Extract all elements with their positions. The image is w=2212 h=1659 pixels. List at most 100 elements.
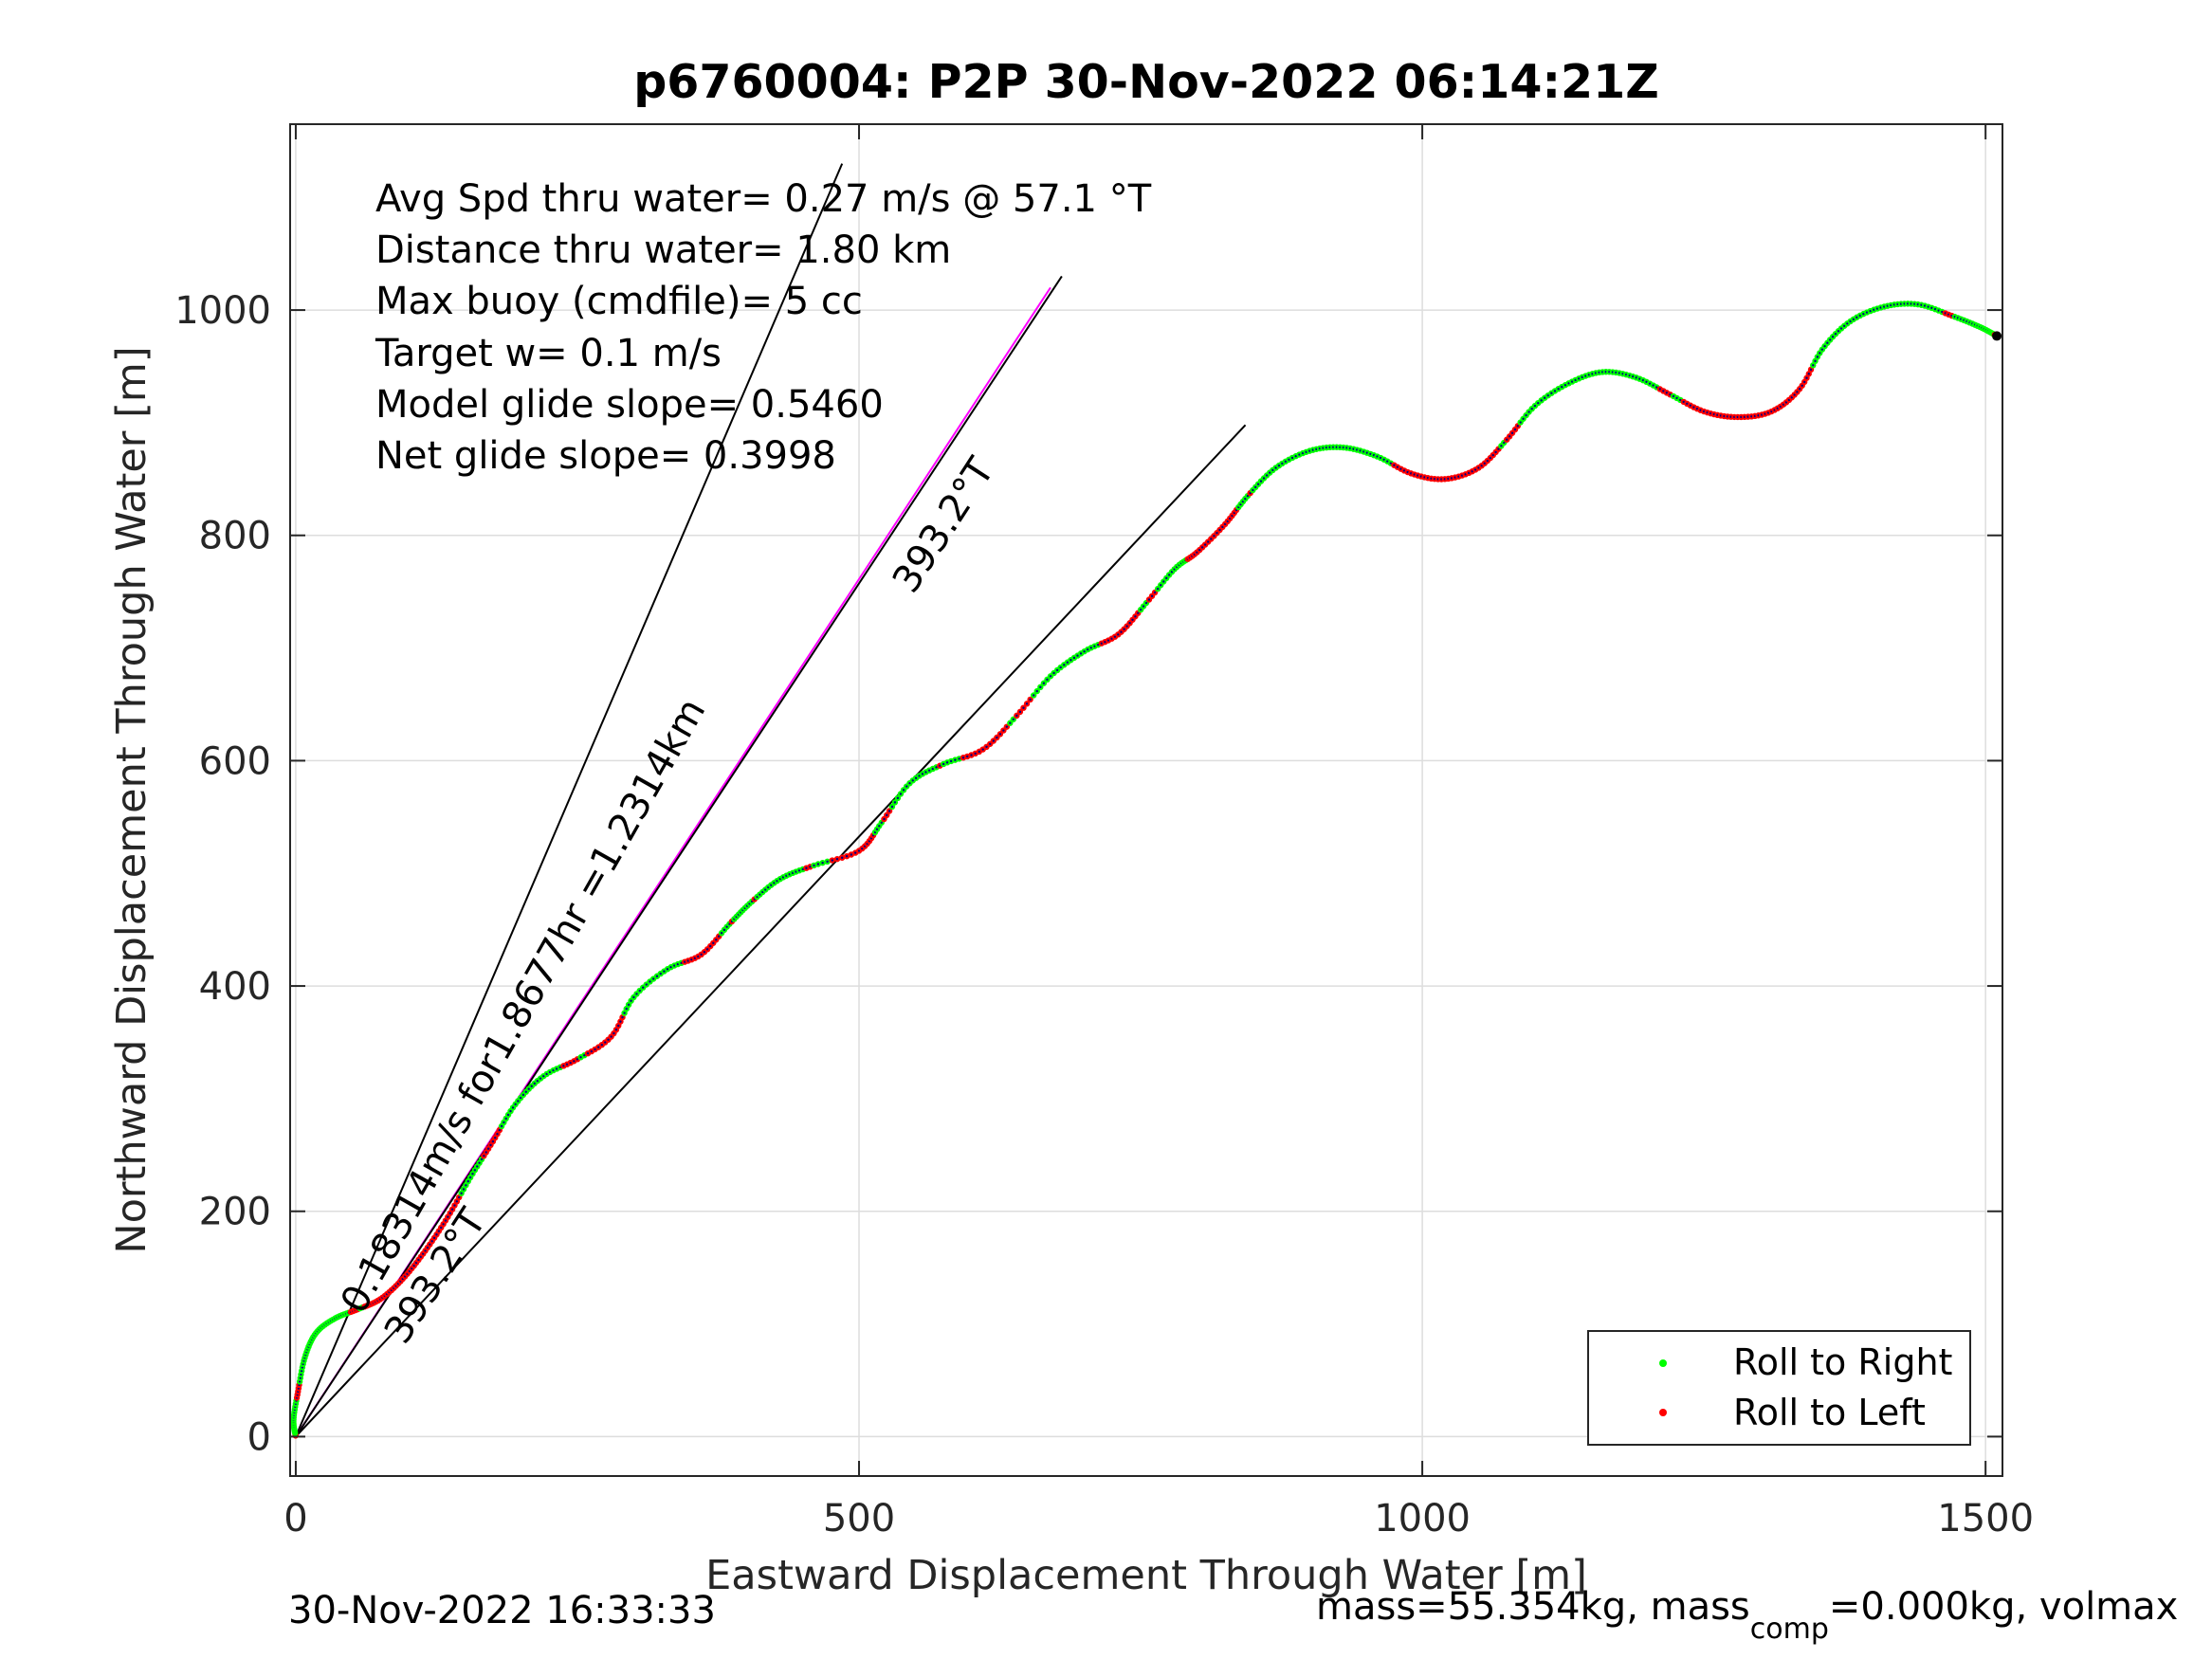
track-sample-dot — [462, 1188, 466, 1191]
track-sample-dot — [604, 1041, 607, 1044]
track-sample-dot — [945, 761, 949, 764]
track-sample-dot — [612, 1031, 615, 1035]
grid-lines — [290, 124, 2002, 1476]
annotation-target-w: Target w= 0.1 m/s — [375, 332, 722, 375]
track-sample-dot — [1686, 402, 1689, 406]
track-sample-dot — [835, 857, 839, 861]
track-sample-dot — [1216, 531, 1218, 535]
track-sample-dot — [1290, 456, 1294, 460]
x-tick-label: 500 — [823, 1497, 895, 1540]
track-sample-dot — [1012, 718, 1015, 720]
track-sample-dot — [918, 775, 921, 777]
track-sample-dot — [1277, 464, 1281, 467]
track-sample-dot — [1662, 390, 1665, 392]
track-sample-dot — [465, 1184, 467, 1187]
track-sample-dot — [931, 767, 935, 771]
track-sample-dot — [1117, 633, 1120, 636]
track-sample-dot — [1812, 364, 1815, 367]
track-sample-dot — [573, 1060, 576, 1063]
track-sample-dot — [1142, 605, 1145, 608]
track-sample-dot — [1489, 456, 1492, 460]
annotation-avg-speed: Avg Spd thru water= 0.27 m/s @ 57.1 °T — [375, 177, 1152, 221]
track-sample-dot — [652, 977, 655, 980]
track-sample-dot — [1131, 618, 1134, 621]
track-sample-dot — [511, 1106, 515, 1109]
track-sample-dot — [826, 860, 829, 864]
x-axis-label: Eastward Displacement Through Water [m] — [705, 1552, 1587, 1599]
track-sample-dot — [1052, 671, 1055, 675]
track-sample-dot — [1128, 622, 1131, 625]
track-sample-dot — [961, 757, 965, 759]
track-sample-dot — [1089, 647, 1093, 649]
y-axis-label: Northward Displacement Through Water [m] — [108, 346, 155, 1253]
x-tick-label: 0 — [283, 1497, 307, 1540]
track-sample-dot — [927, 769, 931, 772]
legend-marker-left — [1659, 1409, 1667, 1416]
track-sample-dot — [447, 1215, 449, 1218]
track-sample-dot — [432, 1236, 436, 1239]
track-sample-dot — [850, 853, 853, 856]
track-sample-dot — [632, 995, 635, 999]
track-sample-dot — [1134, 615, 1137, 618]
track-sample-dot — [914, 776, 918, 779]
track-sample-dot — [524, 1090, 528, 1093]
track-sample-dot — [878, 825, 881, 828]
track-sample-dot — [1252, 488, 1254, 492]
track-sample-dot — [1543, 396, 1546, 399]
track-sample-dot — [845, 854, 849, 858]
track-sample-dot — [1513, 428, 1517, 431]
track-sample-dot — [1002, 729, 1005, 732]
roll-markers — [290, 301, 2002, 1439]
track-sample-dot — [517, 1100, 520, 1103]
track-sample-dot — [514, 1103, 517, 1106]
track-sample-dot — [1483, 462, 1487, 465]
track-sample-dot — [1210, 538, 1213, 540]
track-sample-dot — [715, 939, 718, 941]
track-sample-dot — [1519, 421, 1522, 424]
track-sample-dot — [659, 972, 662, 975]
track-sample-dot — [1816, 356, 1819, 358]
track-sample-dot — [498, 1128, 502, 1132]
track-sample-dot — [442, 1223, 445, 1226]
track-sample-dot — [924, 771, 927, 774]
track-sample-dot — [1823, 344, 1826, 348]
track-sample-dot — [887, 810, 891, 812]
plot-frame — [289, 123, 2003, 1477]
track-sample-dot — [1500, 445, 1503, 447]
track-sample-dot — [1550, 392, 1553, 394]
track-sample-dot — [1032, 694, 1035, 697]
track-sample-dot — [663, 970, 666, 973]
track-sample-dot — [1563, 383, 1567, 387]
track-sample-dot — [625, 1007, 628, 1011]
track-sample-dot — [1802, 380, 1806, 384]
track-sample-dot — [1561, 385, 1563, 389]
track-sample-dot — [966, 755, 969, 758]
plot-area — [290, 124, 2002, 1476]
track-sample-dot — [1793, 393, 1796, 396]
track-sample-dot — [978, 750, 980, 754]
track-sample-dot — [1288, 458, 1290, 461]
track-sample-dot — [617, 1024, 620, 1028]
track-sample-dot — [722, 928, 726, 932]
track-sample-dot — [435, 1233, 438, 1236]
legend-box — [1587, 1330, 1971, 1446]
track-sample-dot — [466, 1179, 469, 1183]
track-sample-dot — [1386, 460, 1389, 463]
track-sample-dot — [476, 1165, 479, 1168]
track-sample-dot — [1165, 576, 1168, 580]
annotation-max-buoy: Max buoy (cmdfile)= 5 cc — [375, 280, 863, 323]
track-sample-dot — [426, 1246, 430, 1249]
track-sample-dot — [483, 1154, 485, 1158]
track-sample-dot — [1389, 462, 1393, 465]
y-tick-label: 1000 — [174, 289, 271, 333]
track-sample-dot — [958, 757, 960, 760]
track-sample-dot — [1147, 598, 1151, 601]
track-sample-dot — [1393, 464, 1396, 466]
track-sample-dot — [1200, 546, 1204, 549]
track-sample-dot — [1265, 474, 1269, 477]
track-sample-dot — [1018, 710, 1022, 714]
track-sample-dot — [504, 1117, 507, 1121]
track-sample-dot — [473, 1169, 477, 1172]
track-sample-dot — [1262, 477, 1266, 480]
track-sample-dot — [992, 739, 996, 742]
